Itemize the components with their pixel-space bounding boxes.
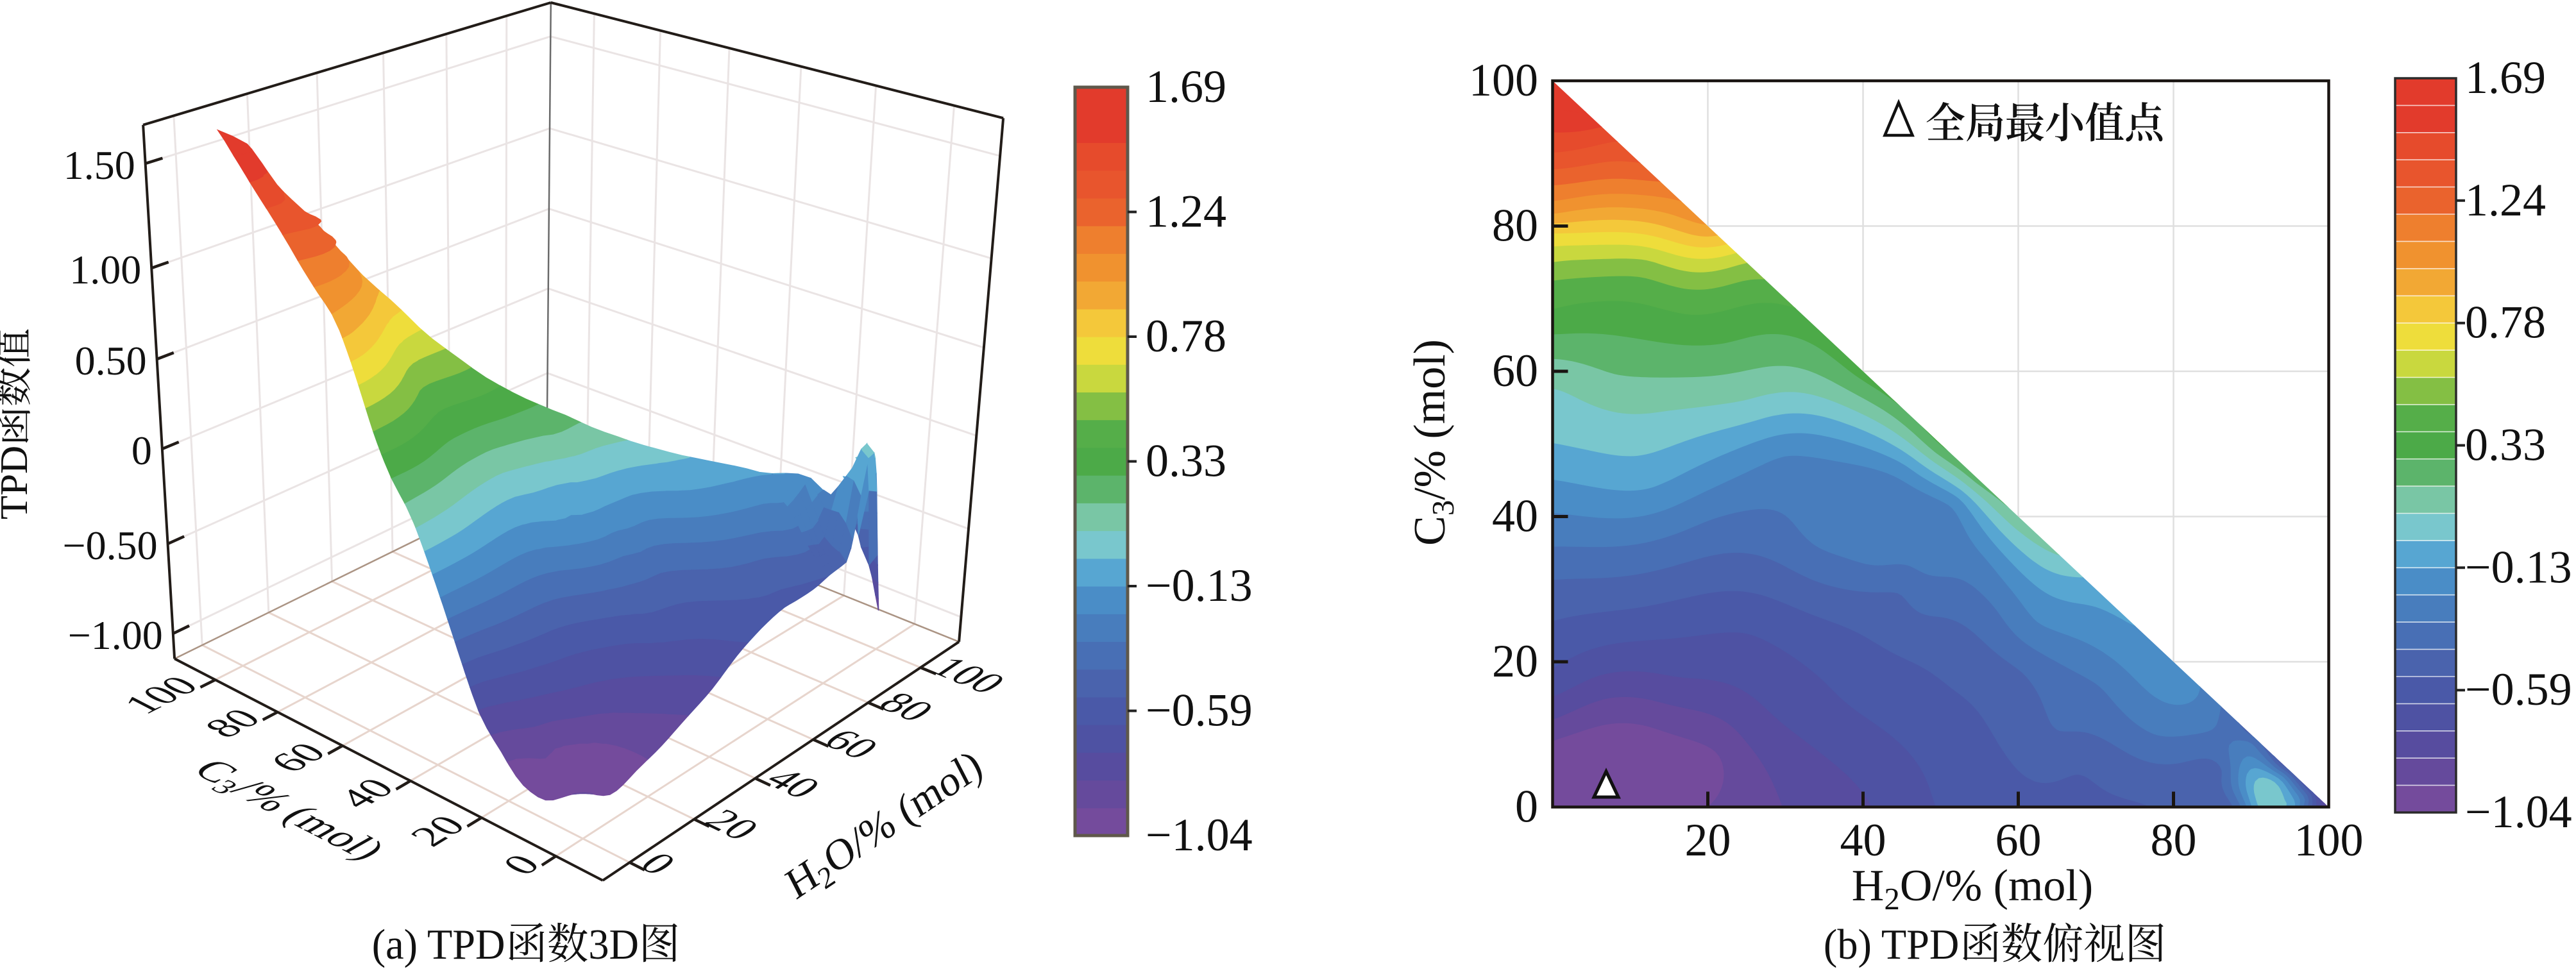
svg-text:100: 100 [2294, 814, 2364, 866]
svg-text:−0.59: −0.59 [2465, 664, 2572, 715]
svg-text:0.33: 0.33 [2465, 419, 2546, 471]
svg-text:1.24: 1.24 [2465, 174, 2546, 226]
svg-text:80: 80 [2151, 814, 2197, 866]
svg-text:0.50: 0.50 [75, 338, 147, 383]
svg-text:1.69: 1.69 [2465, 52, 2546, 103]
svg-text:1.69: 1.69 [1146, 61, 1226, 112]
svg-text:20: 20 [1685, 814, 1731, 866]
svg-text:−1.04: −1.04 [2465, 786, 2572, 837]
svg-text:−0.59: −0.59 [1146, 685, 1253, 736]
svg-text:0.33: 0.33 [1146, 435, 1226, 487]
svg-text:100: 100 [1469, 55, 1538, 106]
svg-text:60: 60 [1996, 814, 2042, 866]
svg-text:80: 80 [1492, 200, 1538, 251]
svg-text:20: 20 [1492, 635, 1538, 687]
svg-text:0: 0 [1515, 781, 1538, 832]
svg-text:−0.13: −0.13 [2465, 541, 2572, 593]
svg-text:−0.50: −0.50 [63, 523, 158, 568]
svg-text:−1.04: −1.04 [1146, 809, 1253, 861]
svg-text:(a) TPD: (a) TPD [372, 921, 505, 968]
svg-text:40: 40 [1492, 491, 1538, 542]
svg-text:0.78: 0.78 [1146, 310, 1226, 362]
svg-text:1.24: 1.24 [1146, 186, 1226, 237]
svg-text:−0.13: −0.13 [1146, 560, 1253, 611]
svg-text:(b) TPD: (b) TPD [1824, 921, 1959, 968]
svg-text:−1.00: −1.00 [68, 612, 163, 658]
svg-text:40: 40 [1840, 814, 1886, 866]
svg-text:1.00: 1.00 [69, 247, 141, 292]
svg-text:3D: 3D [588, 921, 639, 968]
svg-text:0: 0 [131, 428, 152, 473]
svg-text:0.78: 0.78 [2465, 297, 2546, 348]
svg-text:H2O/% (mol): H2O/% (mol) [1852, 861, 2093, 916]
svg-text:1.50: 1.50 [64, 142, 135, 188]
svg-text:60: 60 [1492, 345, 1538, 396]
